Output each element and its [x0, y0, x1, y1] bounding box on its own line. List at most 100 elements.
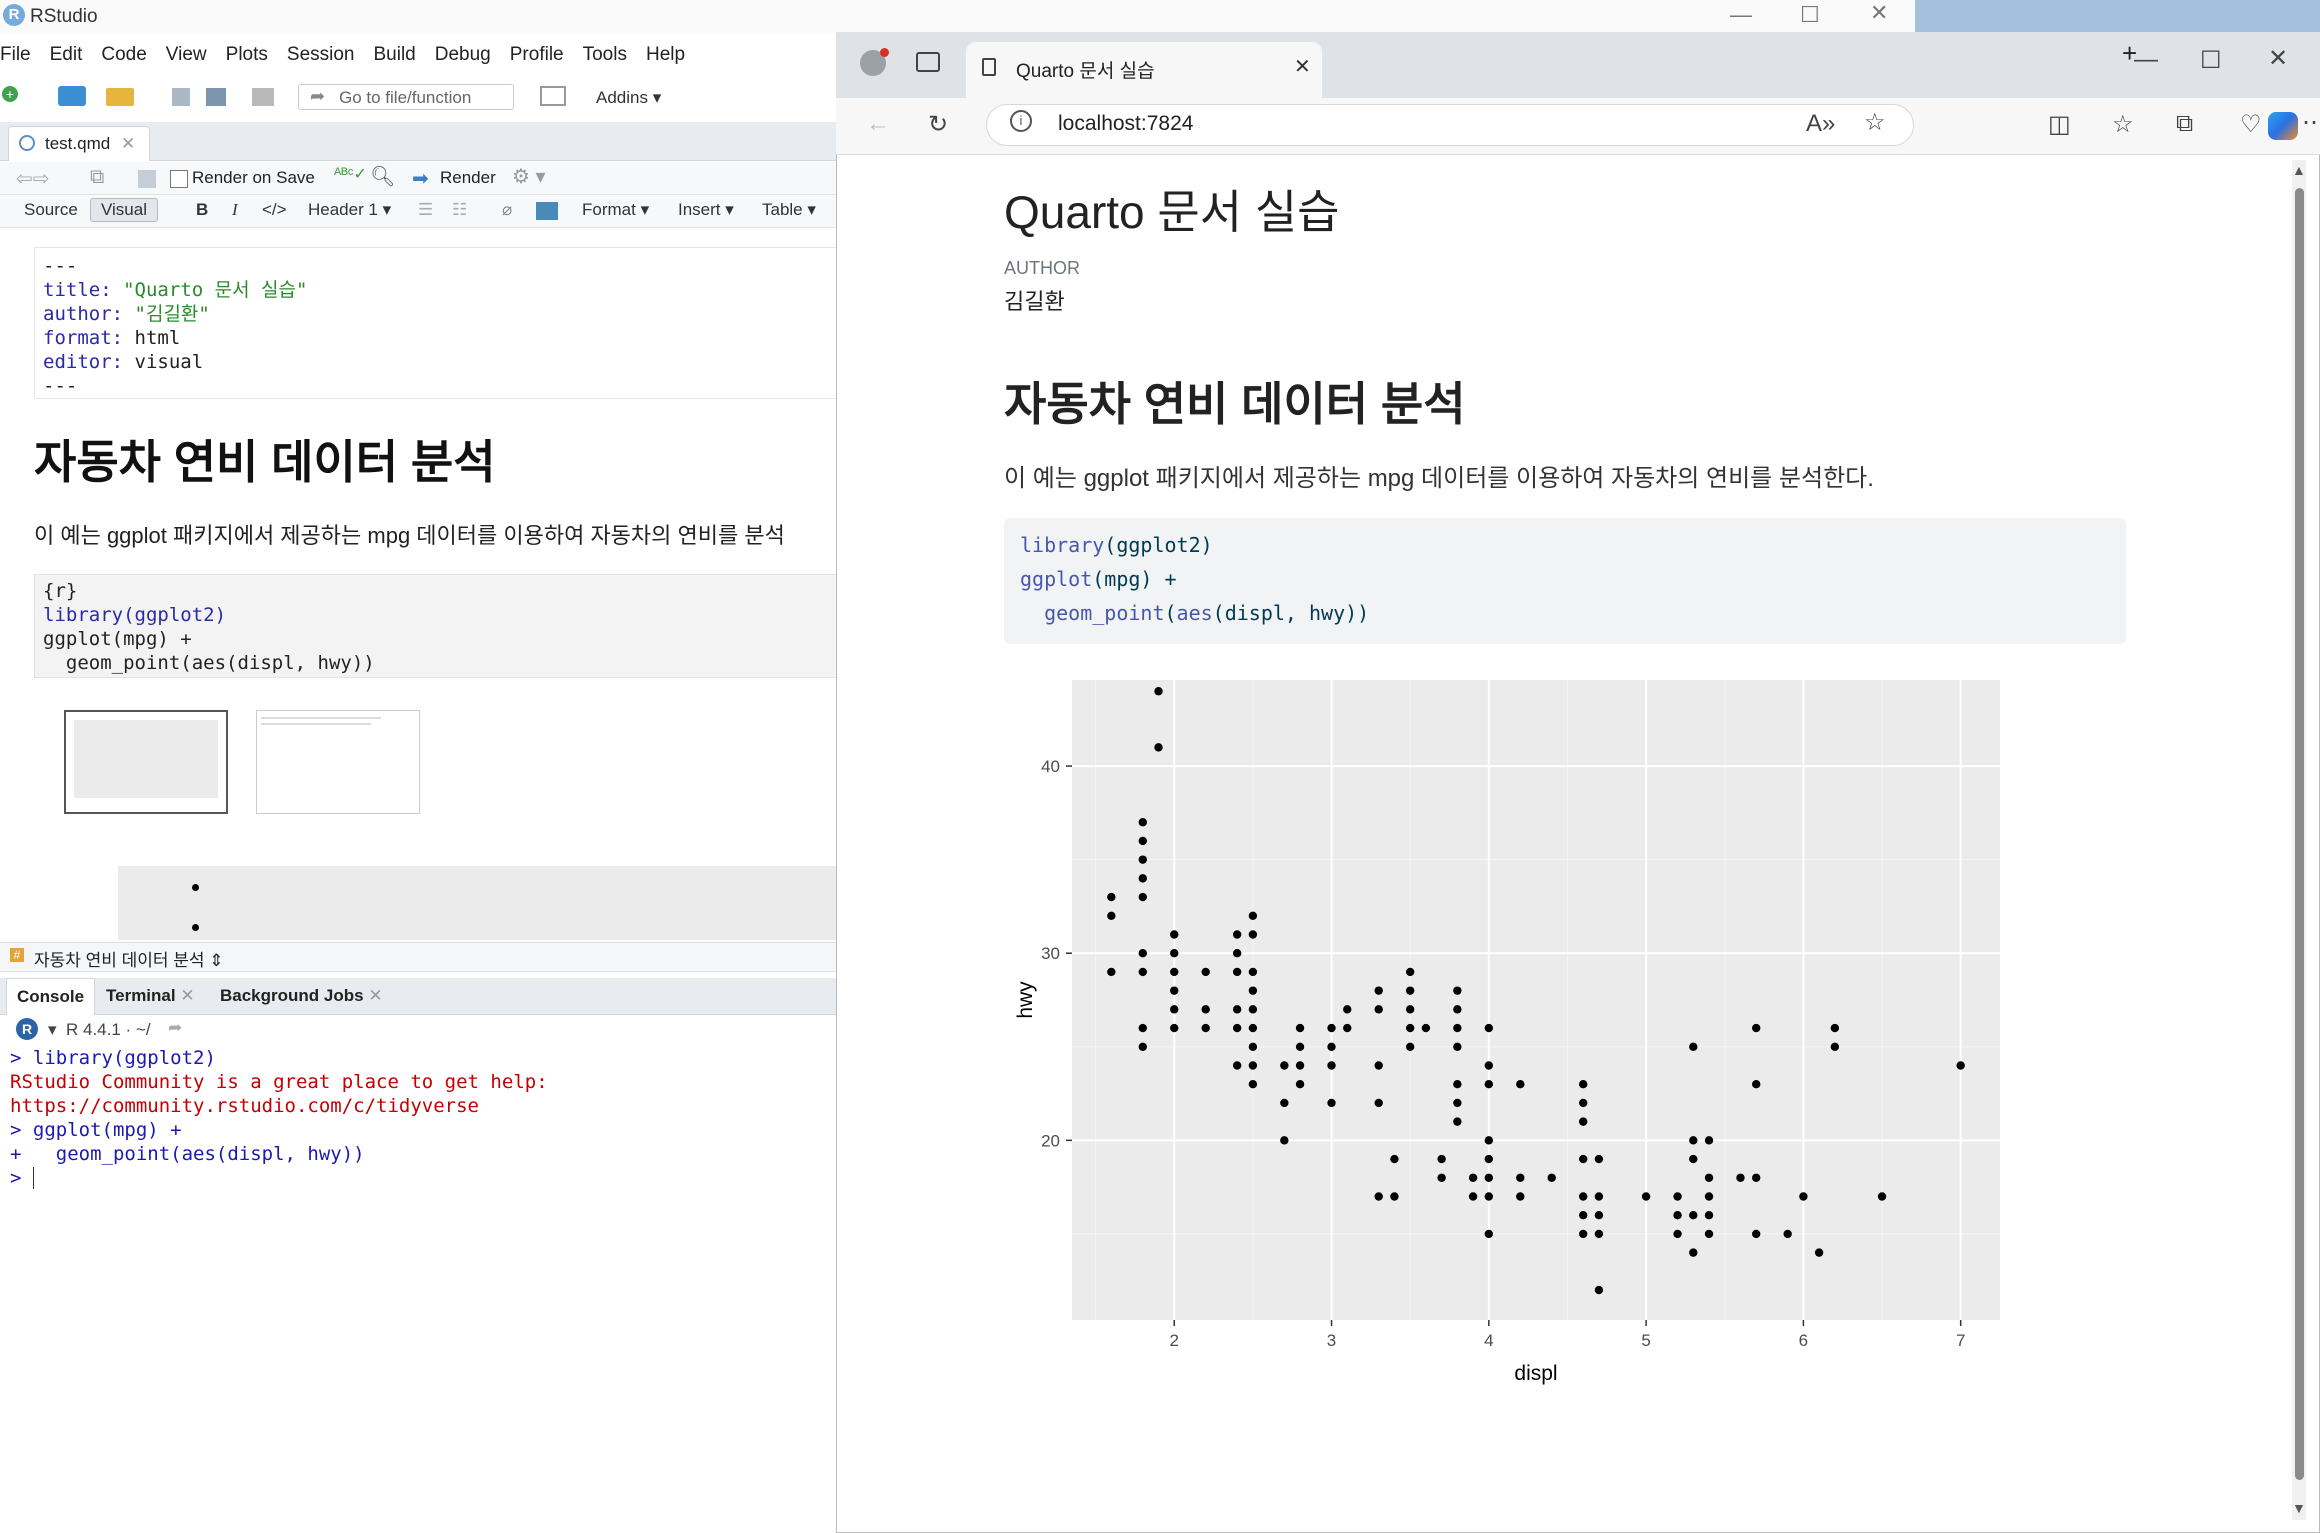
insert-menu[interactable]: Insert ▾ [678, 200, 734, 219]
plot-thumbnail-panel [74, 720, 218, 798]
code-paren: ( [1164, 601, 1177, 625]
open-folder-icon[interactable] [106, 88, 134, 106]
goto-file-input[interactable]: Go to file/function [298, 84, 514, 110]
section-navigator[interactable]: 자동차 연비 데이터 분석 ⇕ [34, 951, 224, 970]
plot-thumbnail[interactable] [64, 710, 228, 814]
addins-menu[interactable]: Addins ▾ [596, 88, 662, 107]
read-aloud-icon[interactable]: A» [1806, 110, 1836, 137]
tab-terminal[interactable]: Terminal ✕ [96, 978, 205, 1014]
save-doc-icon[interactable] [138, 170, 156, 188]
data-point [1405, 1042, 1415, 1051]
menu-code[interactable]: Code [101, 44, 147, 65]
italic-icon[interactable]: I [232, 200, 238, 219]
more-menu-icon[interactable]: ⋯ [2302, 109, 2320, 136]
code-icon[interactable]: </> [262, 200, 287, 219]
pane-layout-icon[interactable] [540, 86, 566, 106]
data-point [1484, 1192, 1494, 1201]
save-icon[interactable] [172, 88, 190, 106]
site-info-icon[interactable]: i [1010, 110, 1032, 132]
menu-build[interactable]: Build [373, 44, 416, 65]
table-menu[interactable]: Table ▾ [762, 200, 816, 219]
visual-mode-button[interactable]: Visual [90, 198, 158, 222]
split-screen-icon[interactable]: ◫ [2048, 111, 2071, 138]
data-point [1280, 1061, 1289, 1070]
data-point [1578, 1154, 1588, 1164]
minimize-icon[interactable]: — [1730, 2, 1752, 27]
vertical-tabs-icon[interactable] [916, 52, 940, 72]
bullet-list-icon[interactable]: ☰ [418, 200, 434, 219]
add-favorite-icon[interactable]: ☆ [1864, 109, 1886, 136]
close-icon[interactable]: ✕ [1870, 0, 1889, 25]
back-icon[interactable]: ⇦⇨ [16, 168, 50, 190]
settings-gear-icon[interactable]: ⚙ ▾ [512, 166, 546, 188]
menu-debug[interactable]: Debug [434, 44, 491, 65]
scroll-down-icon[interactable]: ▼ [2292, 1500, 2306, 1516]
back-arrow-icon[interactable]: ← [866, 110, 890, 137]
browser-essentials-icon[interactable]: ♡ [2240, 111, 2262, 138]
numbered-list-icon[interactable]: ☷ [452, 200, 468, 219]
yaml-header-block[interactable]: --- title: "Quarto 문서 실습" author: "김길환" for… [34, 247, 840, 399]
file-tab-close-icon[interactable]: ✕ [120, 134, 136, 153]
rstudio-titlebar: R RStudio — ☐ ✕ [0, 0, 1915, 33]
tab-background-jobs-close-icon[interactable]: ✕ [368, 986, 383, 1005]
format-menu[interactable]: Format ▾ [582, 200, 650, 219]
data-point [1704, 1229, 1714, 1239]
maximize-icon[interactable]: ☐ [1800, 2, 1820, 27]
new-file-icon[interactable]: + [2, 86, 18, 102]
render-button[interactable]: Render [440, 168, 496, 187]
yaml-sep-top: --- [43, 255, 78, 277]
address-bar[interactable] [986, 104, 1914, 146]
save-all-icon[interactable] [206, 88, 226, 106]
collections-icon[interactable]: ⧉ [2176, 110, 2194, 137]
r-version-dropdown[interactable]: ▾ [48, 1020, 57, 1039]
spellcheck-icon[interactable]: ᴬᴮᶜ✓ [334, 166, 367, 183]
browser-maximize-icon[interactable]: ☐ [2200, 47, 2222, 74]
tab-close-icon[interactable]: ✕ [1294, 56, 1311, 78]
refresh-icon[interactable]: ↻ [928, 111, 949, 138]
menu-file[interactable]: File [0, 44, 31, 65]
menu-help[interactable]: Help [645, 44, 686, 65]
console-prompt[interactable]: > ​ [10, 1166, 840, 1190]
page-scrollbar-thumb[interactable] [2295, 188, 2304, 1480]
browser-tab-active[interactable] [966, 42, 1322, 98]
tab-background-jobs[interactable]: Background Jobs ✕ [210, 978, 393, 1014]
scroll-up-icon[interactable]: ▲ [2292, 162, 2306, 178]
header-select[interactable]: Header 1 ▾ [308, 200, 392, 219]
tab-terminal-close-icon[interactable]: ✕ [180, 986, 195, 1005]
data-point [1689, 1136, 1698, 1145]
bold-icon[interactable]: B [196, 200, 209, 219]
favorites-icon[interactable]: ☆ [2112, 111, 2134, 138]
copilot-icon[interactable] [2268, 112, 2298, 140]
new-tab-icon[interactable]: + [2122, 38, 2138, 68]
find-icon[interactable]: 🔍︎ [370, 166, 396, 188]
render-icon[interactable]: ➡ [412, 168, 429, 190]
y-axis-label: hwy [1014, 981, 1037, 1019]
link-icon[interactable]: ⌀ [502, 200, 513, 219]
browser-close-icon[interactable]: ✕ [2268, 45, 2289, 72]
browser-minimize-icon[interactable]: — [2134, 46, 2158, 73]
x-tick-label: 7 [1956, 1331, 1965, 1350]
code-chunk[interactable]: {r} library(ggplot2) ggplot(mpg) + geom_po… [34, 574, 840, 678]
menu-edit[interactable]: Edit [49, 44, 83, 65]
menu-tools[interactable]: Tools [582, 44, 627, 65]
editor-paragraph[interactable]: 이 예는 ggplot 패키지에서 제공하는 mpg 데이터를 이용하여 자동차… [34, 523, 785, 548]
show-in-window-icon[interactable]: ⧉ [90, 166, 105, 188]
menu-plots[interactable]: Plots [225, 44, 268, 65]
tab-console[interactable]: Console [6, 978, 96, 1015]
print-icon[interactable] [252, 88, 274, 106]
menu-profile[interactable]: Profile [509, 44, 564, 65]
console-output[interactable]: > library(ggplot2) RStudio Community is a… [10, 1046, 840, 1190]
render-on-save-checkbox[interactable] [170, 170, 188, 188]
console-output-thumbnail[interactable] [256, 710, 420, 814]
data-point [1138, 1042, 1147, 1051]
source-mode-button[interactable]: Source [24, 200, 78, 219]
go-to-directory-icon[interactable]: ➦ [168, 1018, 183, 1037]
menu-view[interactable]: View [165, 44, 207, 65]
image-icon[interactable] [536, 202, 558, 220]
preview-point [192, 884, 199, 891]
file-tab-test-qmd[interactable]: test.qmd ✕ [8, 126, 151, 161]
new-project-icon[interactable] [58, 86, 86, 106]
editor-heading[interactable]: 자동차 연비 데이터 분석 [34, 436, 496, 488]
yaml-format-key: format: [43, 327, 124, 349]
menu-session[interactable]: Session [286, 44, 355, 65]
